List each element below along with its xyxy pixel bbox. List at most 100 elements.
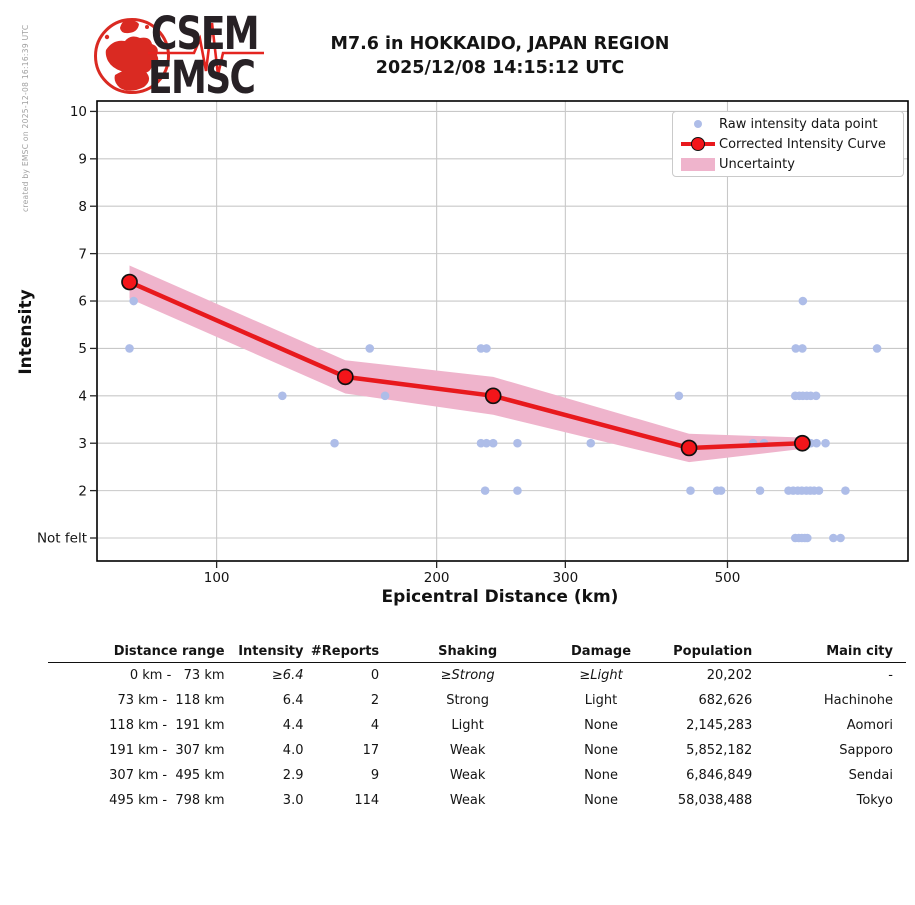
col-header-population: Population (653, 640, 754, 663)
y-tick-label: 6 (78, 294, 87, 310)
table-row: 307 km - 495 km 2.9 9 Weak None 6,846,84… (48, 763, 906, 788)
legend-item-uncertainty: Uncertainty (677, 154, 899, 174)
legend-item-curve: Corrected Intensity Curve (677, 134, 899, 154)
logo-text-csem: CSEM (151, 7, 260, 60)
raw-point-swatch-icon (677, 114, 719, 134)
raw-data-point (798, 344, 807, 353)
x-tick-label: 300 (552, 570, 578, 586)
raw-data-point (798, 296, 808, 306)
cell-damage: None (584, 768, 618, 783)
raw-data-point (480, 486, 490, 495)
uncertainty-swatch-icon (677, 154, 719, 174)
col-header-city: Main city (753, 640, 906, 663)
raw-data-point (482, 438, 491, 448)
y-tick-label: 4 (78, 389, 87, 405)
table-row: 73 km - 118 km 6.4 2 Strong Light 682,62… (48, 688, 906, 713)
raw-data-point (803, 533, 812, 543)
curve-marker (680, 439, 698, 457)
x-tick-label: 200 (424, 570, 450, 586)
cell-intensity: 3.0 (282, 793, 304, 808)
curve-swatch-icon (677, 134, 719, 154)
y-tick-label: Not felt (37, 531, 87, 547)
cell-range: 191 km - 307 km (109, 743, 225, 758)
y-tick-label: 8 (78, 199, 87, 215)
col-header-distance: Distance range (48, 640, 227, 663)
cell-range: 73 km - 118 km (117, 693, 225, 708)
cell-range: 495 km - 798 km (109, 793, 225, 808)
event-title: M7.6 in HOKKAIDO, JAPAN REGION (330, 34, 670, 54)
cell-reports: 9 (370, 768, 380, 783)
y-axis-label: Intensity (16, 289, 36, 375)
y-tick-label: 5 (78, 341, 87, 357)
cell-damage: None (584, 793, 618, 808)
raw-data-point (278, 391, 287, 401)
raw-data-point (814, 486, 824, 495)
col-header-shaking: Shaking (387, 640, 549, 663)
curve-marker (336, 368, 354, 386)
table-row: 118 km - 191 km 4.4 4 Light None 2,145,2… (48, 713, 906, 738)
raw-data-point (125, 344, 134, 353)
raw-data-point (380, 391, 390, 401)
raw-data-point (811, 391, 821, 401)
cell-intensity: 4.0 (282, 743, 304, 758)
cell-intensity: 4.4 (282, 718, 304, 733)
cell-city: Aomori (846, 718, 893, 733)
cell-shaking: ≥Strong (440, 668, 495, 683)
curve-marker (793, 434, 811, 452)
y-tick-label: 7 (78, 246, 87, 262)
cell-damage: ≥Light (579, 668, 623, 683)
raw-data-point (755, 486, 765, 495)
corrected-intensity-curve (127, 279, 805, 451)
raw-data-point (716, 486, 726, 495)
cell-shaking: Weak (449, 743, 486, 758)
cell-reports: 114 (354, 793, 380, 808)
cell-damage: None (584, 718, 618, 733)
seismogram-trace-icon (148, 22, 264, 76)
cell-city: Sapporo (839, 743, 893, 758)
cell-damage: None (584, 743, 618, 758)
cell-shaking: Weak (449, 793, 486, 808)
y-tick-label: 3 (78, 436, 87, 452)
cell-intensity: 2.9 (282, 768, 304, 783)
cell-range: 307 km - 495 km (109, 768, 225, 783)
raw-data-point (129, 296, 138, 306)
cell-population: 682,626 (698, 693, 753, 708)
emsc-logo: CSEM EMSC (90, 8, 280, 106)
y-tick-label: 9 (78, 152, 87, 168)
raw-data-point (330, 438, 339, 448)
raw-data-point (791, 344, 801, 353)
raw-data-point (812, 438, 821, 448)
table-row: 0 km - 73 km ≥6.4 0 ≥Strong ≥Light 20,20… (48, 663, 906, 689)
cell-reports: 2 (370, 693, 380, 708)
cell-city: - (888, 668, 893, 683)
page-title: M7.6 in HOKKAIDO, JAPAN REGION 2025/12/0… (270, 32, 730, 80)
raw-data-point (841, 486, 850, 495)
uncertainty-band (129, 265, 803, 463)
y-tick-label: 10 (70, 104, 87, 120)
cell-population: 20,202 (706, 668, 753, 683)
raw-data-point (365, 344, 375, 353)
plot-border (96, 100, 909, 562)
cell-city: Tokyo (856, 793, 893, 808)
cell-damage: Light (584, 693, 618, 708)
legend-label: Corrected Intensity Curve (719, 136, 886, 152)
cell-reports: 4 (370, 718, 380, 733)
cell-shaking: Light (451, 718, 484, 733)
raw-data-point (482, 344, 491, 353)
legend-label: Uncertainty (719, 156, 795, 172)
raw-data-point (686, 486, 695, 495)
col-header-intensity: Intensity (226, 640, 308, 663)
curve-marker (121, 273, 138, 291)
cell-reports: 0 (370, 668, 380, 683)
cell-range: 118 km - 191 km (109, 718, 225, 733)
table-row: 495 km - 798 km 3.0 114 Weak None 58,038… (48, 788, 906, 813)
x-axis-label: Epicentral Distance (km) (381, 587, 619, 607)
col-header-damage: Damage (548, 640, 654, 663)
cell-population: 2,145,283 (686, 718, 753, 733)
col-header-reports: #Reports (307, 640, 388, 663)
x-tick-label: 500 (715, 570, 741, 586)
chart-legend: Raw intensity data point Corrected Inten… (672, 111, 904, 177)
raw-data-point (586, 438, 596, 448)
raw-data-point (674, 391, 684, 401)
legend-item-raw: Raw intensity data point (677, 114, 899, 134)
